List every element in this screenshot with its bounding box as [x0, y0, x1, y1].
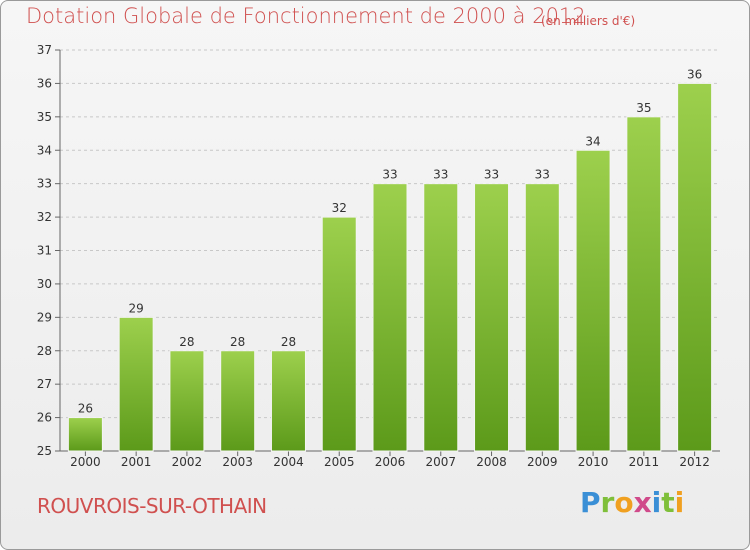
y-tick-label: 32 — [37, 210, 52, 224]
bar-2011 — [626, 116, 662, 452]
y-tick-label: 36 — [37, 76, 52, 90]
logo-letter: t — [661, 486, 675, 519]
bar-2000 — [67, 417, 103, 452]
data-label: 29 — [129, 301, 144, 315]
data-label: 32 — [332, 201, 347, 215]
y-tick-label: 33 — [37, 177, 52, 191]
bars — [67, 82, 713, 452]
y-tick-label: 28 — [37, 344, 52, 358]
x-tick-label: 2012 — [679, 455, 710, 469]
commune-name: ROUVROIS-SUR-OTHAIN — [37, 494, 267, 518]
bar-2002 — [169, 350, 205, 452]
chart-unit: (en milliers d'€) — [541, 14, 636, 28]
data-label: 36 — [687, 67, 702, 81]
data-label: 28 — [281, 335, 296, 349]
x-tick-label: 2007 — [425, 455, 456, 469]
y-tick-label: 29 — [37, 310, 52, 324]
logo-letter: o — [614, 486, 634, 519]
proxiti-logo: Proxiti — [580, 486, 684, 519]
bar-2001 — [118, 316, 154, 452]
bar-2004 — [270, 350, 306, 452]
x-tick-label: 2002 — [172, 455, 203, 469]
logo-letter: x — [633, 486, 652, 519]
labels: 25 26 27 28 29 30 31 32 33 34 35 36 37 26 2000 29 2001 28… — [37, 43, 710, 469]
chart-title: Dotation Globale de Fonctionnement de 20… — [26, 4, 586, 28]
bar-2007 — [423, 183, 459, 452]
logo-letter: r — [600, 486, 615, 519]
x-tick-label: 2006 — [375, 455, 406, 469]
x-tick-label: 2010 — [578, 455, 609, 469]
bar-2003 — [220, 350, 256, 452]
data-label: 26 — [78, 402, 93, 416]
data-label: 34 — [585, 134, 600, 148]
x-tick-label: 2009 — [527, 455, 558, 469]
data-label: 33 — [382, 168, 397, 182]
data-label: 35 — [636, 101, 651, 115]
bar-2005 — [321, 216, 357, 452]
data-label: 33 — [535, 168, 550, 182]
x-tick-label: 2011 — [629, 455, 660, 469]
data-label: 33 — [484, 168, 499, 182]
bar-2006 — [372, 183, 408, 452]
data-label: 33 — [433, 168, 448, 182]
x-tick-label: 2000 — [70, 455, 101, 469]
logo-letter: i — [674, 486, 685, 519]
y-tick-label: 26 — [37, 411, 52, 425]
logo-letter: i — [651, 486, 662, 519]
x-tick-label: 2008 — [476, 455, 507, 469]
y-tick-label: 27 — [37, 377, 52, 391]
x-tick-label: 2001 — [121, 455, 152, 469]
data-label: 28 — [179, 335, 194, 349]
bar-2009 — [524, 183, 560, 452]
y-tick-label: 31 — [37, 244, 52, 258]
data-label: 28 — [230, 335, 245, 349]
y-tick-label: 25 — [37, 444, 52, 458]
x-tick-label: 2004 — [273, 455, 304, 469]
x-tick-label: 2005 — [324, 455, 355, 469]
x-tick-label: 2003 — [222, 455, 253, 469]
bar-2010 — [575, 149, 611, 452]
y-tick-label: 37 — [37, 43, 52, 57]
y-tick-label: 35 — [37, 110, 52, 124]
y-tick-label: 34 — [37, 143, 52, 157]
y-tick-label: 30 — [37, 277, 52, 291]
bar-2012 — [677, 82, 713, 452]
logo-letter: P — [580, 486, 601, 519]
bar-2008 — [474, 183, 510, 452]
